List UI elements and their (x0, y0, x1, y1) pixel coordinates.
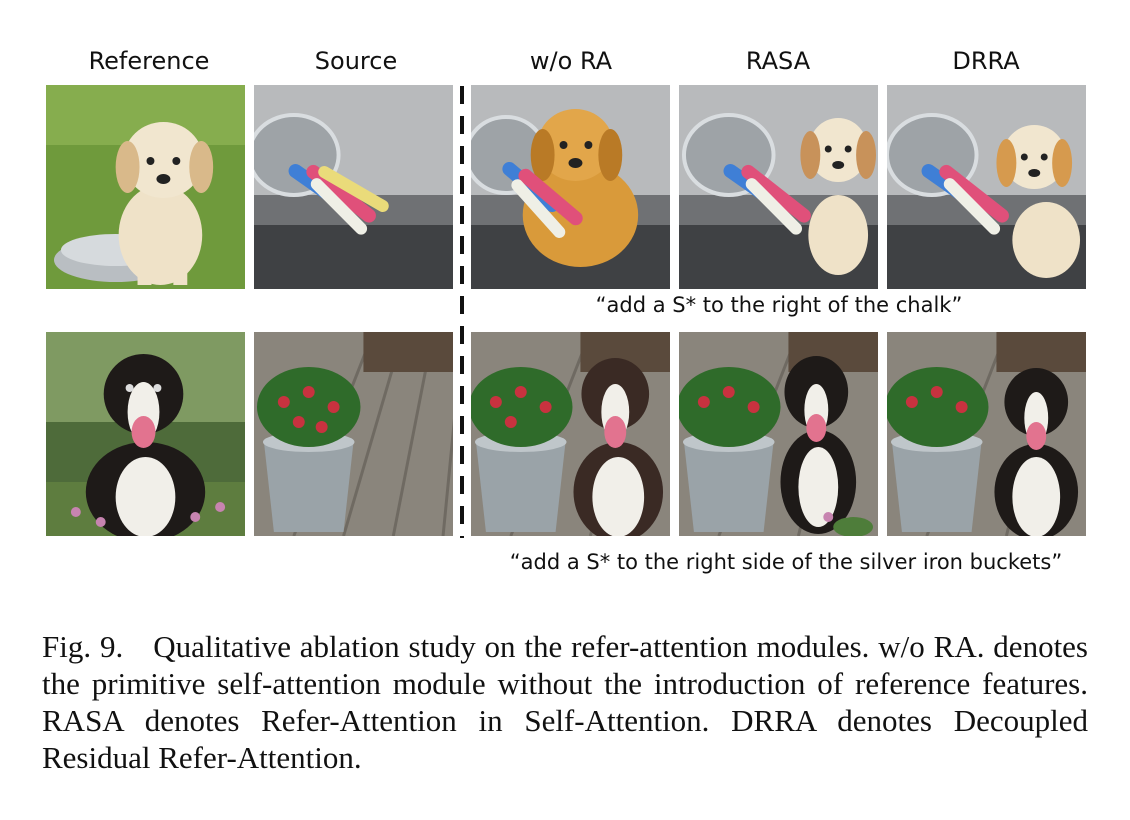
row1-drra-image (887, 85, 1086, 289)
column-header-wo-ra: w/o RA (529, 47, 613, 75)
row1-rasa-image (679, 85, 878, 289)
caption-text: Qualitative ablation study on the refer-… (42, 629, 1089, 775)
row1-reference-image (46, 85, 245, 289)
column-header-drra: DRRA (952, 47, 1020, 75)
figure-caption: Fig. 9. Qualitative ablation study on the… (42, 628, 1088, 776)
row2-prompt: “add a S* to the right side of the silve… (509, 550, 1063, 574)
column-header-rasa: RASA (745, 47, 811, 75)
dashed-divider (460, 86, 464, 538)
row1-prompt: “add a S* to the right of the chalk” (595, 293, 963, 317)
row2-wo-ra-image (471, 332, 670, 536)
figure-label: Fig. 9. (42, 629, 124, 664)
column-header-source: Source (314, 47, 398, 75)
row1-source-image (254, 85, 453, 289)
row2-source-image (254, 332, 453, 536)
column-header-reference: Reference (88, 47, 210, 75)
row2-rasa-image (679, 332, 878, 536)
row2-drra-image (887, 332, 1086, 536)
row2-reference-image (46, 332, 245, 536)
row1-wo-ra-image (471, 85, 670, 289)
